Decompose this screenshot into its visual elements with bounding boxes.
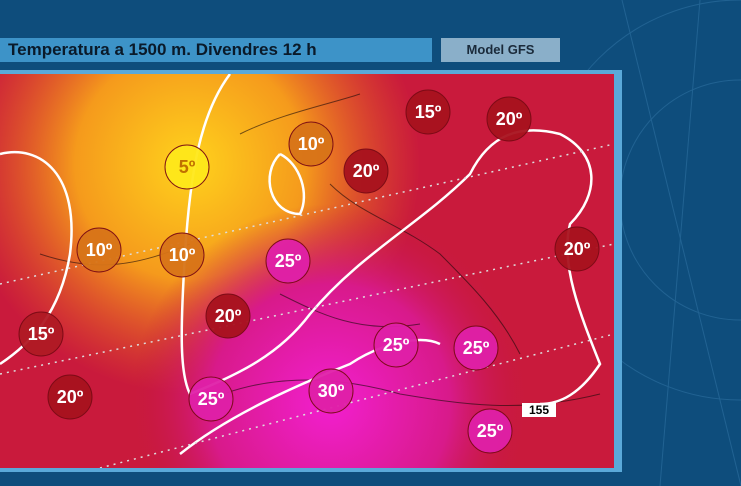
temperature-marker: 20º <box>486 96 532 142</box>
marker-circle <box>164 144 210 190</box>
marker-circle <box>47 374 93 420</box>
model-label: Model GFS <box>441 38 560 62</box>
marker-circle <box>453 325 499 371</box>
temperature-label: 15º <box>415 102 442 122</box>
marker-circle <box>486 96 532 142</box>
contour-label-box <box>522 403 556 417</box>
marker-circle <box>343 148 389 194</box>
marker-circle <box>405 89 451 135</box>
marker-circle <box>288 121 334 167</box>
marker-circle <box>308 368 354 414</box>
temperature-marker: 10º <box>76 227 122 273</box>
temperature-marker: 10º <box>159 232 205 278</box>
temperature-label: 20º <box>496 109 523 129</box>
temperature-label: 25º <box>275 251 302 271</box>
temperature-map: 5º 10º 15º 20º 20º 10º 10º 25º 20º 20º 15º 25º 25º 20… <box>0 74 614 468</box>
temperature-marker: 5º <box>164 144 210 190</box>
marker-circle <box>205 293 251 339</box>
contour-label: 155 <box>529 403 549 417</box>
temperature-marker: 20º <box>47 374 93 420</box>
temperature-marker: 25º <box>188 376 234 422</box>
marker-circle <box>554 226 600 272</box>
temperature-label: 20º <box>215 306 242 326</box>
temperature-marker: 25º <box>467 408 513 454</box>
marker-circle <box>76 227 122 273</box>
marker-circle <box>18 311 64 357</box>
marker-circle <box>265 238 311 284</box>
temperature-label: 25º <box>477 421 504 441</box>
temperature-label: 10º <box>169 245 196 265</box>
temperature-marker: 20º <box>205 293 251 339</box>
temperature-label: 25º <box>463 338 490 358</box>
temperature-label: 20º <box>564 239 591 259</box>
temperature-marker: 15º <box>18 311 64 357</box>
temperature-label: 20º <box>57 387 84 407</box>
map-panel: 5º 10º 15º 20º 20º 10º 10º 25º 20º 20º 15º 25º 25º 20… <box>0 70 622 472</box>
temperature-label: 10º <box>298 134 325 154</box>
temperature-marker: 15º <box>405 89 451 135</box>
marker-circle <box>159 232 205 278</box>
temperature-label: 30º <box>318 381 345 401</box>
temperature-label: 20º <box>353 161 380 181</box>
marker-circle <box>373 322 419 368</box>
temperature-marker: 20º <box>343 148 389 194</box>
marker-circle <box>467 408 513 454</box>
temperature-label: 5º <box>179 157 196 177</box>
temperature-label: 25º <box>198 389 225 409</box>
temperature-label: 25º <box>383 335 410 355</box>
temperature-marker: 20º <box>554 226 600 272</box>
temperature-marker: 10º <box>288 121 334 167</box>
marker-circle <box>188 376 234 422</box>
temperature-marker: 25º <box>373 322 419 368</box>
temperature-label: 10º <box>86 240 113 260</box>
temperature-label: 15º <box>28 324 55 344</box>
temperature-marker: 25º <box>265 238 311 284</box>
temperature-marker: 30º <box>308 368 354 414</box>
temperature-marker: 25º <box>453 325 499 371</box>
map-title: Temperatura a 1500 m. Divendres 12 h <box>0 38 432 62</box>
